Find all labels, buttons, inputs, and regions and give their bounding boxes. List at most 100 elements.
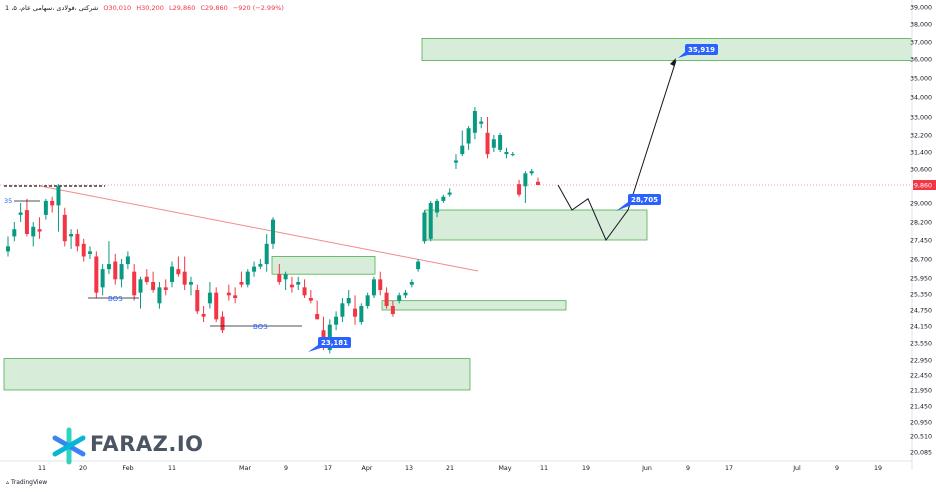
open-value: O30,010 — [103, 4, 132, 12]
platform-name: TradingView — [10, 479, 48, 486]
y-tick-label: 25,950 — [910, 276, 932, 283]
candle-body — [106, 264, 111, 270]
x-axis: 11 20 Feb 11 Mar 9 17 Apr 13 21 May 11 19 Jun 9 17 Jul 9 1… — [0, 460, 912, 472]
candle-body — [125, 256, 130, 265]
price-callout — [318, 337, 351, 348]
y-tick-label: 21,450 — [910, 404, 932, 411]
y-tick-label: 27,450 — [910, 238, 932, 245]
candle-body — [365, 295, 370, 306]
low-value: L29,860 — [169, 4, 196, 12]
left-level-label: 35 — [4, 197, 12, 205]
candle-body — [485, 132, 490, 155]
y-axis: 39,000 38,000 37,000 36,000 35,000 34,000 33,0… — [910, 0, 936, 470]
candle-body — [536, 181, 540, 185]
candle-body — [138, 279, 143, 293]
candle-body — [504, 152, 509, 155]
y-tick-label: 32,200 — [910, 133, 932, 140]
y-tick-label: 20,950 — [910, 420, 932, 427]
y-tick-label: 24,150 — [910, 324, 932, 331]
price-callout-label: 35,919 — [688, 46, 715, 54]
candle-body — [69, 234, 74, 237]
candle-body — [245, 271, 250, 285]
y-tick-label: 37,000 — [910, 40, 932, 47]
y-tick-label: 26,700 — [910, 257, 932, 264]
overlay-layer: BOS BOS 35 23,181 28,705 35,919 — [4, 44, 718, 352]
x-tick-label: 20 — [79, 465, 87, 472]
candle-body — [100, 269, 105, 288]
candle-body — [176, 269, 181, 275]
candle-body — [346, 298, 351, 304]
candle-body — [289, 284, 294, 288]
candle-body — [302, 287, 307, 296]
candle-body — [378, 279, 383, 290]
candle-body — [119, 264, 124, 280]
symbol-header: 1 ،شرکتی ،فولادی ،سهامی عام، ۵ O30,010 H… — [5, 4, 284, 12]
candle-body — [409, 282, 414, 285]
x-tick-label: 17 — [725, 465, 733, 472]
demand-zone — [424, 209, 648, 241]
candle-body — [397, 295, 402, 301]
candle-body — [6, 246, 10, 252]
demand-zone — [271, 256, 376, 275]
candle-body — [435, 200, 440, 213]
y-tick-label: 39,000 — [910, 5, 932, 12]
x-tick-label: 19 — [582, 465, 590, 472]
candle-body — [384, 292, 389, 306]
candle-body — [94, 256, 99, 293]
price-callout-label: 28,705 — [631, 196, 658, 204]
x-tick-label: 21 — [446, 465, 454, 472]
change-value: −920 (−2.99%) — [232, 4, 284, 12]
last-price-badge — [913, 180, 936, 190]
candle-body — [201, 314, 206, 317]
candle-body — [340, 303, 345, 317]
y-tick-label: 20,510 — [910, 434, 932, 441]
x-tick-label: Jun — [641, 465, 652, 472]
x-tick-label: 11 — [168, 465, 176, 472]
candle-body — [43, 200, 48, 215]
candle-body — [252, 266, 257, 272]
y-tick-label: 33,000 — [910, 115, 932, 122]
y-tick-label: 22,950 — [910, 358, 932, 365]
candle-body — [479, 121, 484, 124]
y-tick-label: 36,000 — [910, 57, 932, 64]
y-tick-label: 21,950 — [910, 388, 932, 395]
brand-name: FARAZ.IO — [90, 432, 204, 456]
y-tick-label: 34,000 — [910, 95, 932, 102]
candle-body — [157, 287, 162, 304]
candle-body — [517, 184, 522, 195]
x-tick-label: 9 — [284, 465, 288, 472]
price-callout — [628, 194, 661, 205]
candle-body — [334, 316, 339, 325]
candle-body — [18, 212, 23, 215]
candle-body — [88, 251, 93, 254]
candle-body — [271, 219, 275, 244]
candle-body — [315, 314, 320, 320]
x-tick-label: 11 — [540, 465, 548, 472]
y-tick-label: 28,200 — [910, 220, 932, 227]
candle-body — [277, 274, 282, 282]
demand-zone — [381, 300, 567, 311]
candle-body — [460, 145, 465, 155]
x-tick-label: 11 — [38, 465, 46, 472]
y-tick-label: 23,550 — [910, 341, 932, 348]
candle-body — [403, 292, 408, 296]
candle-body — [151, 282, 156, 290]
x-tick-label: 19 — [874, 465, 882, 472]
x-tick-label: 13 — [405, 465, 413, 472]
x-tick-label: Jul — [792, 465, 801, 472]
y-tick-label: 25,350 — [910, 292, 932, 299]
candle-body — [62, 214, 67, 242]
x-tick-label: 17 — [324, 465, 332, 472]
faraz-logo-icon — [52, 427, 86, 465]
high-value: H30,200 — [136, 4, 164, 12]
candle-body — [447, 192, 452, 195]
candle-body — [195, 290, 200, 312]
candle-body — [132, 271, 137, 296]
tradingview-icon: ▵ — [6, 479, 10, 486]
guides-layer — [0, 184, 912, 272]
candle-body — [296, 282, 301, 285]
projection-path — [557, 60, 677, 241]
candle-body — [472, 111, 477, 133]
